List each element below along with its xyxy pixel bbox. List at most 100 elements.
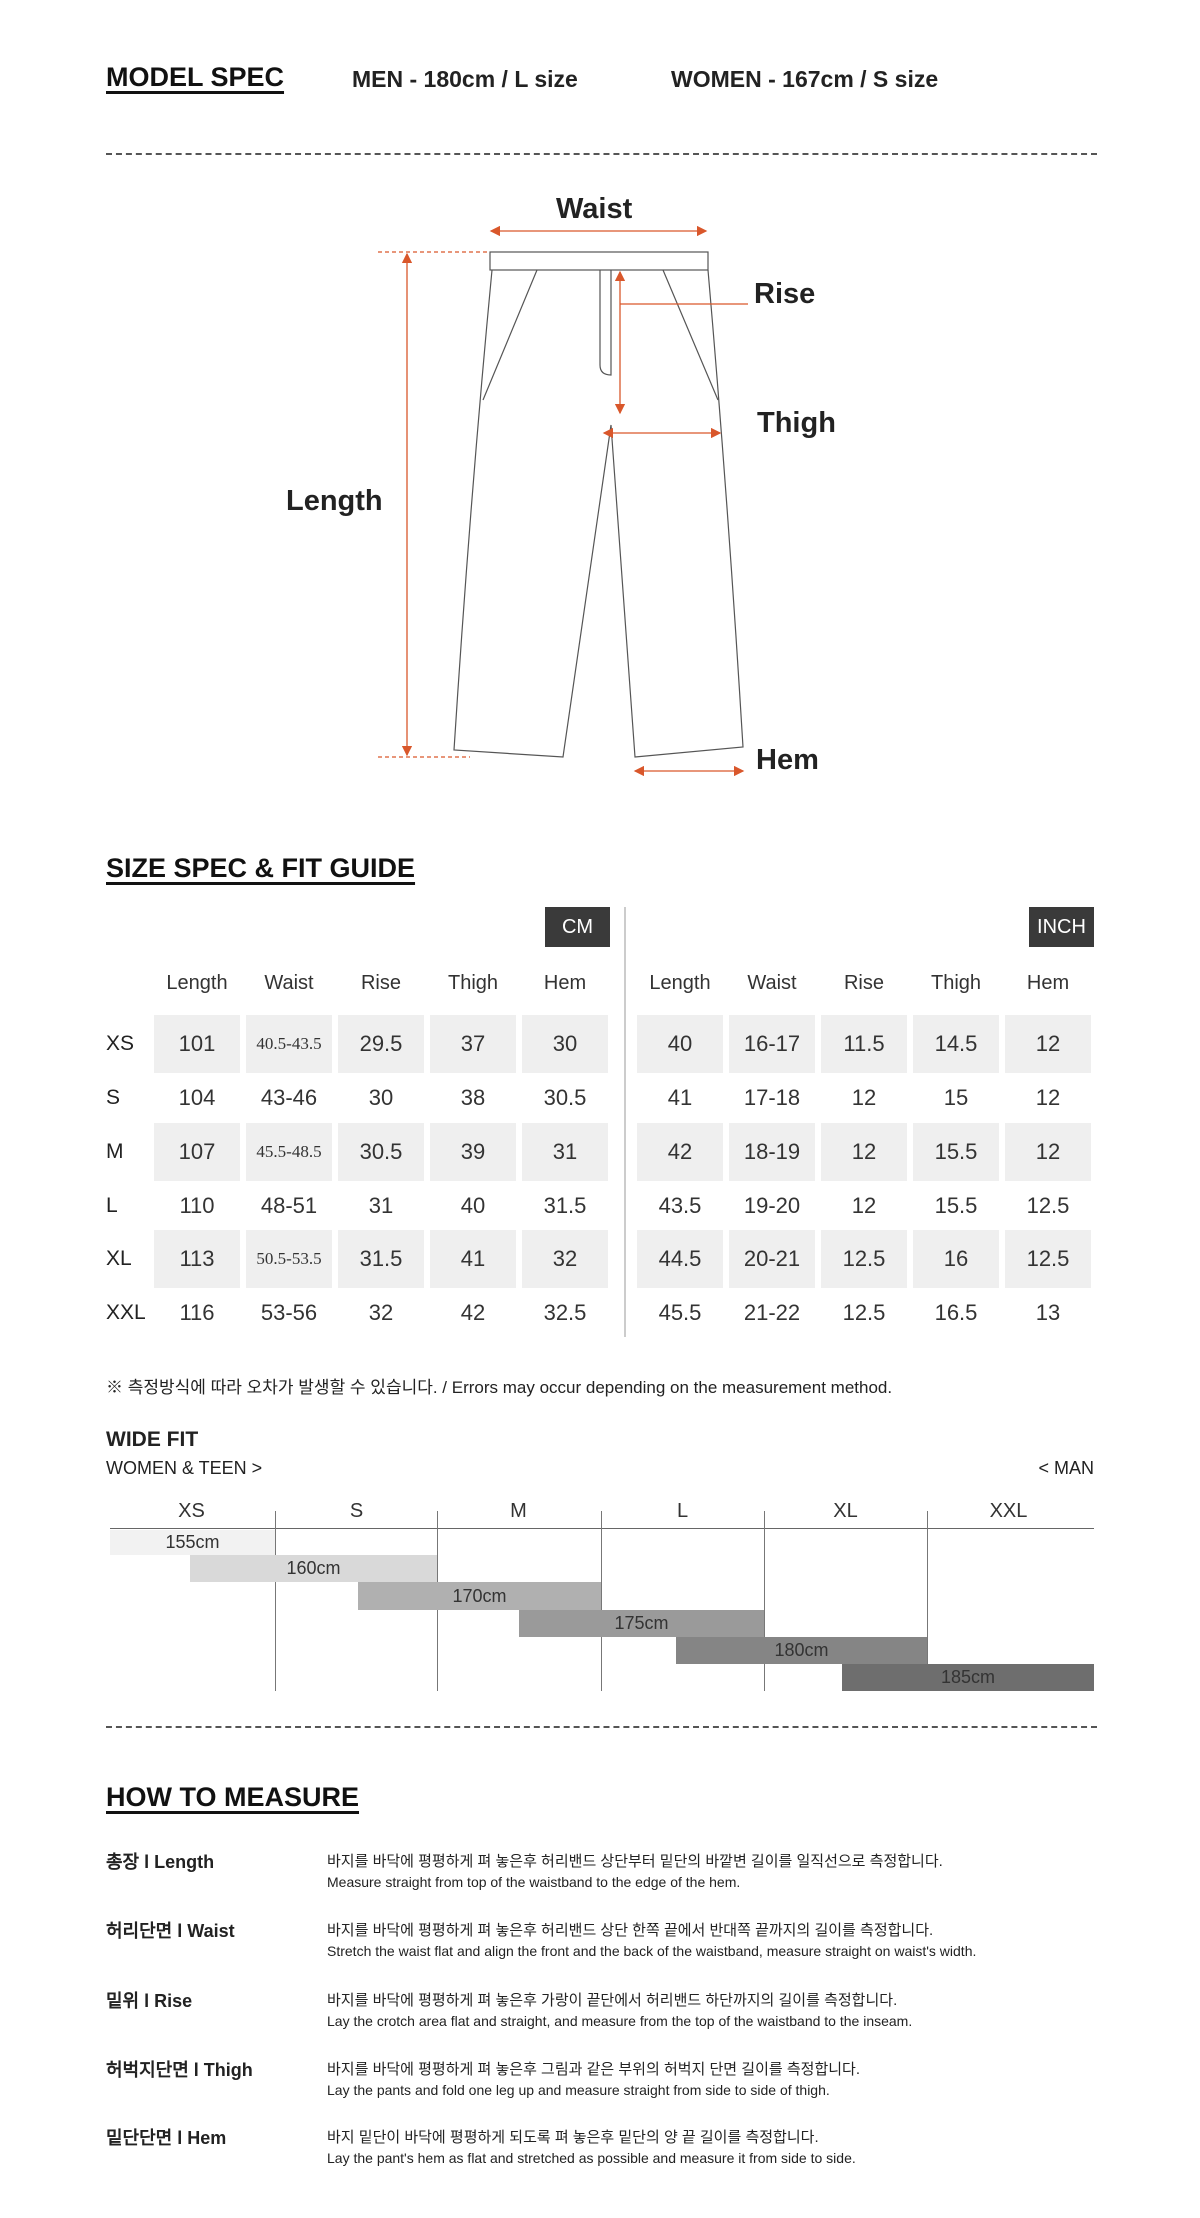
cm-cell: 31 (522, 1123, 608, 1181)
fit-height-bar: 180cm (676, 1637, 927, 1664)
divider (106, 153, 1097, 155)
model-spec-women: WOMEN - 167cm / S size (671, 66, 939, 92)
size-label: S (106, 1086, 121, 1109)
fit-column-line (927, 1511, 928, 1691)
inch-cell: 19-20 (743, 1193, 801, 1218)
measure-label: 허벅지단면 l Thigh (106, 2060, 253, 2080)
fit-size-header: M (510, 1500, 527, 1522)
inch-cell: 20-21 (729, 1230, 815, 1288)
thigh-label: Thigh (757, 407, 836, 439)
fit-right-label: < MAN (1038, 1458, 1094, 1478)
cm-cell: 29.5 (338, 1015, 424, 1073)
measure-desc-en: Lay the crotch area flat and straight, a… (327, 2013, 913, 2029)
cm-cell: 40.5-43.5 (246, 1015, 332, 1073)
cm-cell: 37 (430, 1015, 516, 1073)
cm-header: Waist (264, 972, 314, 994)
measure-desc-ko: 바지를 바닥에 평평하게 펴 놓은후 그림과 같은 부위의 허벅지 단면 길이를… (327, 2061, 861, 2078)
fit-column-line (764, 1511, 765, 1691)
cm-cell: 42 (460, 1300, 486, 1325)
inch-header: Thigh (930, 972, 982, 994)
cm-cell: 31 (368, 1193, 394, 1218)
cm-cell: 116 (179, 1300, 215, 1325)
measure-desc-ko: 바지 밑단이 바닥에 평평하게 되도록 펴 놓은후 밑단의 양 끝 길이를 측정… (327, 2129, 819, 2146)
fit-column-line (601, 1511, 602, 1691)
inch-header: Hem (1026, 972, 1070, 994)
cm-cell: 31.5 (543, 1193, 587, 1218)
fit-size-header: XXL (989, 1500, 1028, 1522)
inch-cell: 12.5 (1026, 1193, 1070, 1218)
cm-cell: 38 (460, 1085, 486, 1110)
cm-cell: 48-51 (260, 1193, 318, 1218)
cm-cell: 32 (522, 1230, 608, 1288)
cm-header: Length (166, 972, 228, 994)
cm-cell: 110 (179, 1193, 215, 1218)
inch-cell: 16.5 (934, 1300, 978, 1325)
fit-axis-line (110, 1528, 1094, 1529)
inch-cell: 18-19 (729, 1123, 815, 1181)
table-divider (624, 907, 626, 1337)
inch-cell: 16-17 (729, 1015, 815, 1073)
cm-cell: 31.5 (338, 1230, 424, 1288)
measure-desc-ko: 바지를 바닥에 평평하게 펴 놓은후 허리밴드 상단 한쪽 끝에서 반대쪽 끝까… (327, 1922, 934, 1939)
inch-cell: 14.5 (913, 1015, 999, 1073)
inch-cell: 15.5 (913, 1123, 999, 1181)
fit-size-header: S (349, 1500, 364, 1522)
inch-cell: 11.5 (821, 1015, 907, 1073)
fit-column-line (275, 1511, 276, 1691)
inch-header: Waist (747, 972, 797, 994)
inch-cell: 43.5 (658, 1193, 702, 1218)
hem-label: Hem (756, 744, 819, 776)
inch-cell: 41 (667, 1085, 693, 1110)
fit-title: WIDE FIT (106, 1428, 199, 1451)
inch-cell: 12 (1005, 1123, 1091, 1181)
cm-header: Hem (543, 972, 587, 994)
inch-header: Length (649, 972, 711, 994)
fit-size-header: XL (833, 1500, 858, 1522)
inch-cell: 13 (1035, 1300, 1061, 1325)
cm-cell: 43-46 (260, 1085, 318, 1110)
inch-cell: 21-22 (743, 1300, 801, 1325)
inch-cell: 45.5 (658, 1300, 702, 1325)
cm-header: Rise (360, 972, 401, 994)
divider (106, 1726, 1097, 1728)
model-spec-title: MODEL SPEC (106, 62, 285, 92)
fit-height-bar: 160cm (190, 1555, 437, 1582)
cm-cell: 32.5 (543, 1300, 587, 1325)
inch-cell: 12 (821, 1123, 907, 1181)
cm-cell: 40 (460, 1193, 486, 1218)
size-label: XXL (106, 1301, 146, 1324)
inch-cell: 15 (943, 1085, 969, 1110)
inch-cell: 17-18 (743, 1085, 801, 1110)
cm-cell: 50.5-53.5 (246, 1230, 332, 1288)
model-spec-men: MEN - 180cm / L size (352, 66, 578, 92)
cm-cell: 30.5 (543, 1085, 587, 1110)
size-label: M (106, 1140, 124, 1163)
fit-size-header: L (676, 1500, 689, 1522)
fit-left-label: WOMEN & TEEN > (106, 1458, 263, 1478)
cm-cell: 41 (430, 1230, 516, 1288)
length-label: Length (286, 485, 383, 517)
inch-cell: 40 (637, 1015, 723, 1073)
measure-label: 밑단단면 l Hem (106, 2128, 227, 2148)
fit-height-bar: 175cm (519, 1610, 764, 1637)
cm-cell: 30.5 (338, 1123, 424, 1181)
cm-header: Thigh (447, 972, 499, 994)
waist-label: Waist (556, 193, 633, 225)
cm-cell: 107 (154, 1123, 240, 1181)
measure-desc-ko: 바지를 바닥에 평평하게 펴 놓은후 가랑이 끝단에서 허리밴드 하단까지의 길… (327, 1992, 898, 2009)
cm-cell: 39 (430, 1123, 516, 1181)
fit-height-bar: 185cm (842, 1664, 1094, 1691)
measure-desc-en: Lay the pants and fold one leg up and me… (327, 2082, 830, 2098)
inch-cell: 42 (637, 1123, 723, 1181)
inch-cell: 12 (1035, 1085, 1061, 1110)
measure-label: 허리단면 l Waist (106, 1921, 235, 1941)
size-label: XS (106, 1032, 135, 1055)
cm-cell: 30 (522, 1015, 608, 1073)
size-spec-title: SIZE SPEC & FIT GUIDE (106, 853, 416, 883)
measure-desc-en: Stretch the waist flat and align the fro… (327, 1943, 977, 1959)
fit-size-header: XS (178, 1500, 205, 1522)
measure-label: 총장 l Length (106, 1852, 215, 1872)
inch-cell: 44.5 (637, 1230, 723, 1288)
measure-label: 밑위 l Rise (106, 1991, 193, 2011)
inch-cell: 12.5 (1005, 1230, 1091, 1288)
